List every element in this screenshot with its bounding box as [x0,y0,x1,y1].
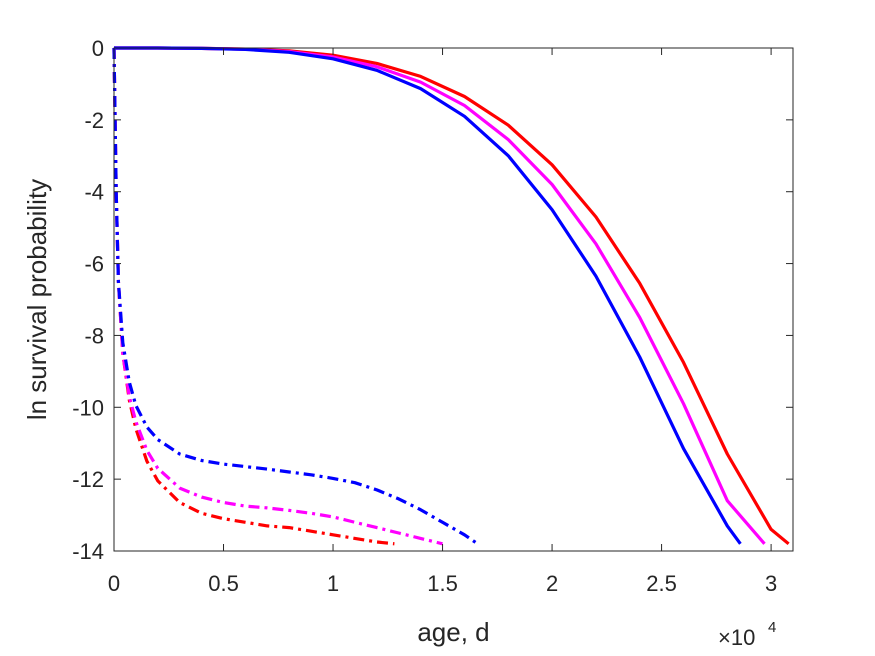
x-tick-label: 1 [327,571,339,596]
x-axis-title: age, d [417,617,489,647]
x-multiplier: ×10 4 [718,619,776,650]
axes-box [113,47,794,552]
series-line-1 [114,46,790,546]
x-tick-label: 2.5 [646,571,677,596]
y-axis-title: ln survival probability [22,179,52,420]
series-line-2 [114,46,766,545]
y-tick-label: 0 [92,36,104,61]
x-tick-label: 3 [765,571,777,596]
x-tick-label: 0 [108,571,120,596]
x-tick-label: 0.5 [208,571,239,596]
x-multiplier-base: ×10 [718,625,755,650]
series-line-4 [112,47,395,546]
y-tick-label: -8 [84,323,104,348]
ticks: 0 0.5 1 1.5 2 2.5 3 0 -2 -4 -6 -8 -10 -12 -14 [72,36,793,596]
series-line-6 [112,47,479,546]
y-tick-label: -2 [84,108,104,133]
x-multiplier-exponent: 4 [768,619,776,636]
y-tick-label: -6 [84,252,104,277]
x-tick-label: 2 [546,571,558,596]
y-tick-label: -12 [72,467,104,492]
y-tick-label: -14 [72,539,104,564]
x-tick-label: 1.5 [427,571,458,596]
plot-lines [112,46,790,546]
series-line-5 [112,47,443,546]
y-tick-label: -10 [72,395,104,420]
y-tick-label: -4 [84,180,104,205]
